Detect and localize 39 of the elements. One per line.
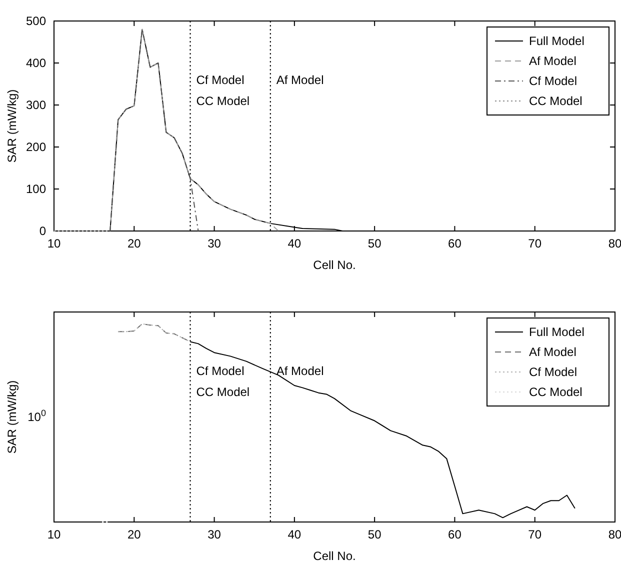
y-tick-label: 500 <box>26 14 46 28</box>
x-tick-label: 30 <box>208 528 222 542</box>
x-tick-label: 30 <box>208 236 222 251</box>
x-tick-label: 70 <box>528 236 542 251</box>
y-tick-label: 400 <box>26 56 46 70</box>
x-tick-label: 20 <box>127 528 142 542</box>
ref-line-label: Af Model <box>276 364 324 378</box>
ref-line-label: Af Model <box>276 73 324 87</box>
x-tick-label: 40 <box>288 236 302 251</box>
x-tick-label: 80 <box>608 528 621 542</box>
x-tick-label: 40 <box>288 528 302 542</box>
x-tick-label: 60 <box>448 528 462 542</box>
y-axis-title: SAR (mW/kg) <box>5 89 19 163</box>
y-tick-label: 200 <box>26 140 46 154</box>
x-axis-title: Cell No. <box>313 549 356 563</box>
x-tick-label: 80 <box>608 236 621 251</box>
ref-line-label: Cf Model CC Model <box>196 364 250 399</box>
legend-label: CC Model <box>529 385 582 399</box>
x-tick-label: 50 <box>368 528 382 542</box>
x-tick-label: 60 <box>448 236 462 251</box>
y-tick-label: 300 <box>26 98 46 112</box>
y-tick-label: 0 <box>39 224 46 238</box>
legend-label: Full Model <box>529 34 584 48</box>
text: 10$^{0}$ <box>28 408 46 424</box>
x-tick-label: 70 <box>528 528 542 542</box>
x-tick-label: 10 <box>47 528 61 542</box>
legend-label: Cf Model <box>529 365 578 379</box>
legend-label: Cf Model <box>529 74 578 88</box>
legend-label: Af Model <box>529 54 576 68</box>
y-axis-title: SAR (mW/kg) <box>5 380 19 454</box>
x-tick-label: 20 <box>127 236 142 251</box>
y-tick-label: 100 <box>26 182 46 196</box>
legend-label: CC Model <box>529 94 582 108</box>
ref-line-label: Cf Model CC Model <box>196 73 250 108</box>
x-tick-label: 10 <box>47 236 61 251</box>
legend-label: Full Model <box>529 325 584 339</box>
x-tick-label: 50 <box>368 236 382 251</box>
x-axis-title: Cell No. <box>313 258 356 272</box>
legend-label: Af Model <box>529 345 576 359</box>
